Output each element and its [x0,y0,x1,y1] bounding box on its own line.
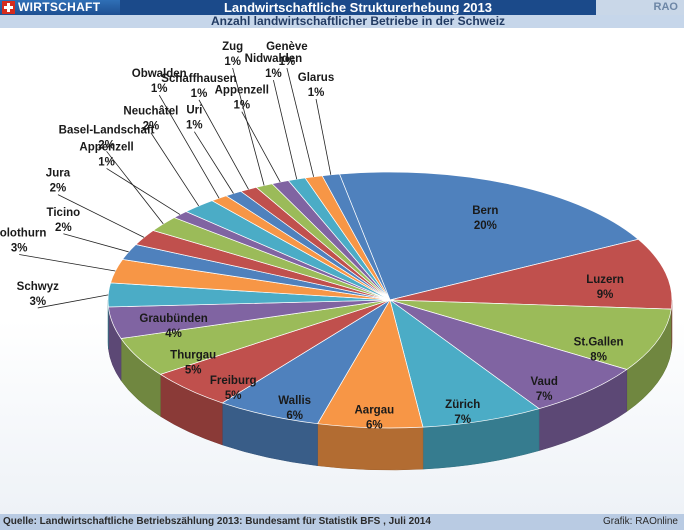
pie-slice-1 [339,171,640,301]
pie-slices [107,171,673,429]
pie-slice-2 [389,238,673,310]
slice-value-24: 1% [279,56,296,68]
slice-label-11: Schwyz [17,281,59,293]
section-label: WIRTSCHAFT [18,0,101,14]
subtitle-bar [0,15,684,28]
slice-label-22: Appenzell [215,85,269,97]
leader-line-14 [57,194,145,238]
slice-label-15: Basel-Landschaft [59,124,155,136]
leader-line-18 [158,94,220,199]
slice-value-22: 1% [233,100,250,112]
slice-value-19: 1% [186,120,203,132]
slice-labels: Bern 20% Luzern 9% St.Gallen 8% Vaud 7% Zürich 7%… [0,41,624,432]
swiss-flag-icon [2,1,15,14]
slice-label-8: Freiburg [210,375,257,387]
brand-label: RAO [596,0,684,15]
pie-slice-4 [389,299,628,410]
slice-value-13: 2% [55,222,72,234]
slice-value-11: 3% [29,296,46,308]
slice-label-4: Vaud [530,376,557,388]
leader-line-17 [150,132,200,207]
slice-label-17: Neuchâtel [123,106,178,118]
slice-label-16: Appenzell [79,141,133,153]
slice-label-24: Genève [266,41,308,53]
leader-line-22 [241,111,281,183]
leader-line-20 [198,99,249,190]
slice-value-3: 8% [590,352,607,364]
leader-line-25 [315,98,332,175]
leader-line-11 [37,294,109,309]
slice-label-25: Glarus [298,72,334,84]
slice-value-25: 1% [308,87,325,99]
slice-value-5: 7% [454,414,471,426]
slice-label-6: Aargau [355,405,395,417]
source-note: Quelle: Landwirtschaftliche Betriebszähl… [3,516,431,527]
slice-value-1: 20% [474,220,497,232]
slice-value-4: 7% [536,391,553,403]
slice-label-1: Bern [472,205,498,217]
leader-line-24 [286,67,315,177]
slice-value-2: 9% [597,289,614,301]
pie-slice-3 [389,299,672,370]
pie-depth [107,299,673,471]
slice-value-17: 2% [143,121,160,133]
slice-label-2: Luzern [586,274,624,286]
slice-value-23: 1% [265,68,282,80]
slice-label-20: Schaffhausen [161,73,236,85]
chart-subtitle: Anzahl landwirtschaftlicher Betriebe in … [210,14,506,28]
slice-value-8: 5% [225,390,242,402]
slice-value-21: 1% [224,56,241,68]
leader-line-13 [63,233,129,253]
slice-value-15: 2% [98,139,115,151]
slice-label-9: Thurgau [170,350,216,362]
leader-line-12 [19,254,116,272]
leader-lines [19,67,332,309]
leader-line-23 [273,79,298,180]
leader-line-19 [194,131,234,194]
footer-bar [0,514,684,530]
pie-slice-5 [389,299,540,428]
slice-label-3: St.Gallen [574,337,624,349]
slice-value-16: 1% [98,156,115,168]
leader-line-16 [106,168,181,215]
graphic-credit: Grafik: RAOnline [602,516,678,527]
slice-label-7: Wallis [278,395,311,407]
slice-label-19: Uri [186,105,202,117]
slice-value-20: 1% [191,88,208,100]
slice-value-9: 5% [185,365,202,377]
slice-label-21: Zug [222,41,243,53]
slice-value-18: 1% [151,83,168,95]
slice-value-12: 3% [11,243,28,255]
slice-value-7: 6% [286,410,303,422]
slice-label-12: Solothurn [0,228,46,240]
leader-line-21 [232,67,265,186]
slice-label-13: Ticino [47,207,81,219]
slice-label-23: Nidwalden [245,53,303,65]
slice-label-5: Zürich [445,399,480,411]
page-title: Landwirtschaftliche Strukturerhebung 201… [120,0,596,15]
leader-line-15 [106,151,164,225]
slice-value-10: 4% [165,328,182,340]
slice-label-18: Obwalden [132,68,187,80]
slice-value-6: 6% [366,420,383,432]
slice-label-10: Graubünden [139,313,207,325]
slice-value-14: 2% [50,183,67,195]
slice-label-14: Jura [46,168,71,180]
